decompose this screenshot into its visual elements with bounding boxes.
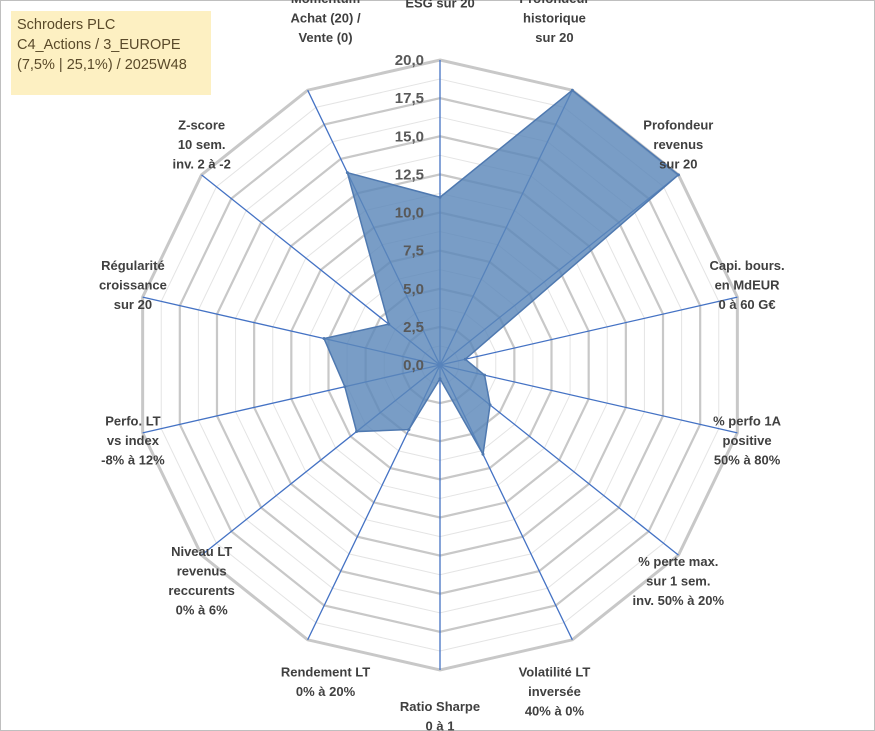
axis-label: % perte max. sur 1 sem. inv. 50% à 20% xyxy=(633,554,725,608)
radar-tick-labels: 0,0 2,5 5,0 7,5 10,0 12,5 15,0 17,5 20,0 xyxy=(395,52,424,374)
tick-label: 2,5 xyxy=(403,319,424,336)
axis-label-line: ESG sur 20 xyxy=(405,0,474,11)
axis-label: Profondeur revenus sur 20 xyxy=(643,118,713,172)
series-point xyxy=(322,337,326,341)
axis-label-line: en MdEUR xyxy=(715,277,781,292)
series-point xyxy=(407,428,411,432)
series-point xyxy=(483,373,487,377)
axis-label: Niveau LT revenus reccurents 0% à 6% xyxy=(168,544,234,618)
axis-label-line: Achat (20) / xyxy=(290,11,360,26)
axis-label-line: 50% à 80% xyxy=(714,453,781,468)
series-point xyxy=(438,195,442,199)
series-point xyxy=(343,385,347,389)
radar-series xyxy=(322,88,680,457)
axis-label-line: revenus xyxy=(653,137,703,152)
axis-label: Perfo. LT vs index -8% à 12% xyxy=(101,414,165,468)
axis-label-line: vs index xyxy=(107,433,160,448)
axis-label-line: Ratio Sharpe xyxy=(400,699,480,714)
axis-label-line: Rendement LT xyxy=(281,664,370,679)
axis-label-line: 0 à 1 xyxy=(426,719,455,731)
axis-label-line: % perfo 1A xyxy=(713,414,782,429)
axis-label-line: inversée xyxy=(528,684,581,699)
axis-label-line: inv. 2 à -2 xyxy=(173,157,231,172)
axis-label-line: Momentum xyxy=(291,0,360,6)
radar-axis-labels: NoteESG sur 20 Profondeur historique sur 20… xyxy=(99,0,785,731)
spoke-line xyxy=(439,296,738,366)
axis-label-line: sur 20 xyxy=(114,297,152,312)
axis-label: Profondeur historique sur 20 xyxy=(519,0,589,45)
axis-label: Z-score 10 sem. inv. 2 à -2 xyxy=(173,118,231,172)
axis-label-line: revenus xyxy=(177,564,227,579)
tick-label: 20,0 xyxy=(395,52,424,69)
axis-label: Volatilité LT inversée 40% à 0% xyxy=(519,664,591,718)
axis-label-line: inv. 50% à 20% xyxy=(633,593,725,608)
axis-label: Momentum Achat (20) / Vente (0) xyxy=(290,0,360,45)
tick-label: 15,0 xyxy=(395,128,424,145)
axis-label-line: Z-score xyxy=(178,118,225,133)
axis-label-line: croissance xyxy=(99,277,167,292)
axis-label-line: reccurents xyxy=(168,583,234,598)
axis-label-line: 0% à 6% xyxy=(176,603,228,618)
series-point xyxy=(463,357,467,361)
title-line-company: Schroders PLC xyxy=(17,17,116,33)
axis-label-line: Volatilité LT xyxy=(519,664,591,679)
series-point xyxy=(570,88,574,92)
series-point xyxy=(345,171,349,175)
tick-label: 10,0 xyxy=(395,205,424,222)
axis-label-line: Capi. bours. xyxy=(710,258,785,273)
axis-label-line: 0 à 60 G€ xyxy=(719,297,776,312)
axis-label-line: Vente (0) xyxy=(298,30,352,45)
axis-label-line: 10 sem. xyxy=(178,137,226,152)
series-point xyxy=(438,377,442,381)
axis-label-line: Niveau LT xyxy=(171,544,232,559)
axis-label-line: historique xyxy=(523,11,586,26)
tick-label: 7,5 xyxy=(403,243,424,260)
axis-label-line: Régularité xyxy=(101,258,165,273)
spoke-line xyxy=(439,364,738,434)
tick-label: 17,5 xyxy=(395,90,424,107)
axis-label: Ratio Sharpe 0 à 1 xyxy=(400,699,480,731)
tick-label: 12,5 xyxy=(395,166,424,183)
series-point xyxy=(488,403,492,407)
tick-label: 0,0 xyxy=(403,357,424,374)
title-line-category: C4_Actions / 3_EUROPE xyxy=(17,37,181,53)
axis-label-line: sur 20 xyxy=(659,157,697,172)
chart-title-box: Schroders PLC C4_Actions / 3_EUROPE (7,5… xyxy=(11,11,211,95)
axis-label-line: -8% à 12% xyxy=(101,453,165,468)
axis-label: Capi. bours. en MdEUR 0 à 60 G€ xyxy=(710,258,785,312)
axis-label-line: Profondeur xyxy=(519,0,589,6)
axis-label-line: Profondeur xyxy=(643,118,713,133)
series-point xyxy=(676,173,680,177)
axis-label: Rendement LT 0% à 20% xyxy=(281,664,370,699)
series-point xyxy=(387,322,391,326)
axis-label: % perfo 1A positive 50% à 80% xyxy=(713,414,782,468)
tick-label: 5,0 xyxy=(403,281,424,298)
axis-label: Régularité croissance sur 20 xyxy=(99,258,167,312)
axis-label-line: 40% à 0% xyxy=(525,703,585,718)
series-point xyxy=(355,430,359,434)
axis-label-line: sur 1 sem. xyxy=(646,573,710,588)
axis-label-line: Perfo. LT xyxy=(105,414,160,429)
axis-label: NoteESG sur 20 xyxy=(405,0,474,11)
axis-label-line: sur 20 xyxy=(535,30,573,45)
series-point xyxy=(481,452,485,456)
title-line-stats: (7,5% | 25,1%) / 2025W48 xyxy=(17,57,187,73)
axis-label-line: % perte max. xyxy=(638,554,718,569)
axis-label-line: positive xyxy=(723,433,772,448)
axis-label-line: 0% à 20% xyxy=(296,684,356,699)
